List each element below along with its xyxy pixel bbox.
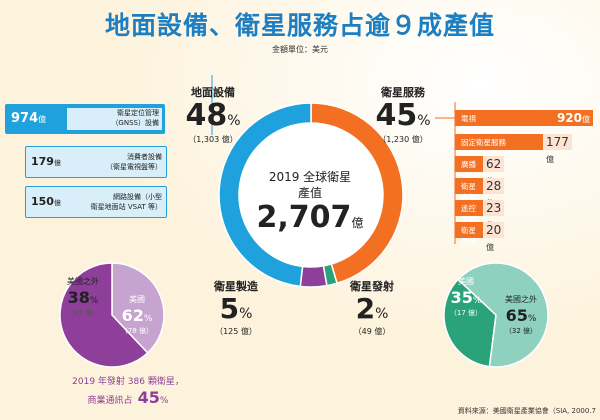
pie-m-outside-amount: （47 億） xyxy=(66,309,100,317)
unit-note: 金額單位：美元 xyxy=(272,45,328,54)
ground-item-consumer: 179億 消費者設備 （衛星電視盤等） xyxy=(25,146,167,178)
ground-item-network: 150億 網路設備（小型 衛星地面站 VSAT 等） xyxy=(25,186,167,218)
center-total: 2,707億 xyxy=(240,200,380,235)
center-total-value: 2,707 xyxy=(256,200,352,235)
service-item-broadband: 衛星寬頻 28億 xyxy=(455,178,505,208)
donut-slice-ground xyxy=(218,102,312,288)
center-label-line2: 產值 xyxy=(297,186,322,200)
page-title: 地面設備、衛星服務占逾９成產值 xyxy=(104,11,495,40)
pie-l-outside-label: 美國之外 xyxy=(505,295,537,304)
launch-amount: （49 億） xyxy=(353,327,391,336)
pie-l-us-label: 美國 xyxy=(458,277,474,286)
launch-label: 衛星發射 xyxy=(350,280,394,293)
pie-manufacturing-slice-1 xyxy=(59,262,149,368)
service-item-broadcast: 廣播 62億 xyxy=(455,156,505,186)
donut-slice-manufacturing xyxy=(299,265,328,288)
donut-center xyxy=(239,123,383,267)
ground-pct: 48% xyxy=(185,98,241,133)
center-label-line1: 2019 全球衛星 xyxy=(268,170,352,184)
ground-label: 地面設備 xyxy=(191,86,235,99)
pie-m-us-amount: （78 億） xyxy=(120,327,154,335)
pie-launch-slice-1 xyxy=(457,262,549,368)
service-pct: 45% xyxy=(375,98,431,133)
service-item-tv: 電視 920億 xyxy=(455,110,593,126)
pie-m-us-pct: 62% xyxy=(121,306,153,325)
pie-launch-slice-0 xyxy=(443,278,497,368)
pie-manufacturing-slice-0 xyxy=(111,262,165,354)
service-label: 衛星服務 xyxy=(381,86,425,99)
pie-l-us-amount: （17 億） xyxy=(449,309,483,317)
manufacturing-pct: 5% xyxy=(219,292,253,325)
service-amount: （1,230 億） xyxy=(378,135,428,144)
ground-amount: （1,303 億） xyxy=(188,135,238,144)
service-item-monitoring: 遙控監測 23億 xyxy=(455,200,505,230)
pie-l-outside-pct: 65% xyxy=(505,306,537,325)
service-item-fixed: 固定衛星服務 177億 xyxy=(455,134,572,164)
footnote-line1: 2019 年發射 386 顆衛星， xyxy=(72,377,184,387)
manufacturing-label: 衛星製造 xyxy=(214,280,258,293)
service-item-phone: 衛星電話 20億 xyxy=(455,222,505,252)
manufacturing-amount: （125 億） xyxy=(215,327,257,336)
launch-pct: 2% xyxy=(355,292,389,325)
pie-l-us-pct: 35% xyxy=(450,288,482,307)
pie-m-outside-label: 美國之外 xyxy=(67,277,99,286)
center-total-unit: 億 xyxy=(351,216,364,230)
pie-m-us-label: 美國 xyxy=(129,295,145,304)
pie-l-outside-amount: （32 億） xyxy=(504,327,538,335)
source-note: 資料來源：美國衛星產業協會（SIA, 2000.7 xyxy=(457,407,596,415)
footnote-line2: 商業通訊占 45% xyxy=(87,388,169,407)
pie-m-outside-pct: 38% xyxy=(67,288,99,307)
ground-item-gnss: 974億 衛星定位管理 （GNSS）設備 xyxy=(5,104,165,134)
